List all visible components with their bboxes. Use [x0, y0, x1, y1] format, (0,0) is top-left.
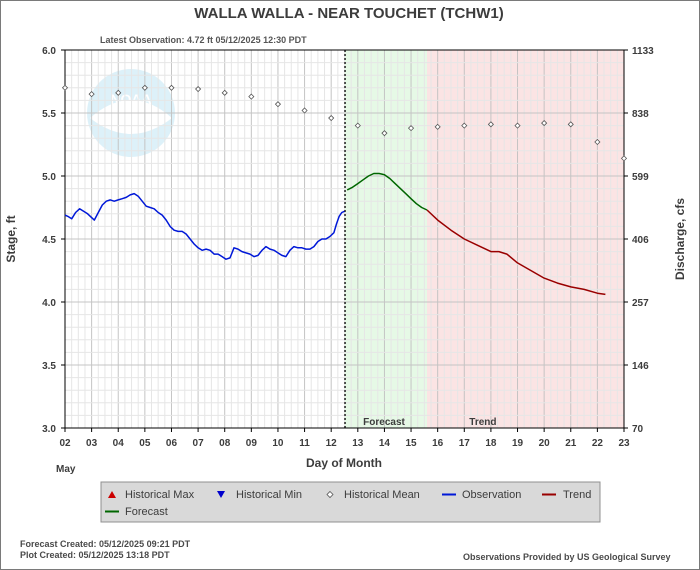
x-tick-label: 14 — [379, 438, 391, 449]
historical-mean-point — [141, 84, 148, 91]
x-tick-label: 21 — [565, 438, 577, 449]
y2-axis-label: Discharge, cfs — [673, 198, 687, 280]
legend-item-historical-min: Historical Min — [217, 489, 302, 501]
x-tick-label: 10 — [272, 438, 284, 449]
y2-tick-label: 838 — [632, 109, 649, 120]
y2-tick-label: 1133 — [632, 46, 654, 57]
legend-historical-max-symbol — [108, 491, 116, 498]
y2-tick-label: 257 — [632, 298, 649, 309]
legend-historical-min-symbol — [217, 491, 225, 498]
x-tick-label: 12 — [326, 438, 338, 449]
legend-item-observation: Observation — [442, 489, 521, 501]
x-tick-label: 15 — [405, 438, 417, 449]
historical-mean-point — [354, 122, 361, 129]
chart-title: WALLA WALLA - NEAR TOUCHET (TCHW1) — [194, 5, 503, 22]
historical-mean-point — [195, 85, 202, 93]
historical-mean-point — [594, 138, 601, 146]
x-tick-label: 07 — [193, 438, 205, 449]
x-tick-label: 04 — [113, 438, 125, 449]
legend-historical-min-label: Historical Min — [236, 489, 302, 501]
y-axis-label: Stage, ft — [4, 215, 18, 262]
x-tick-label: 18 — [485, 438, 497, 449]
historical-mean-point — [328, 114, 335, 122]
historical-mean-point — [88, 91, 95, 98]
historical-mean-point — [221, 89, 228, 96]
data-provider-text: Observations Provided by US Geological S… — [463, 552, 671, 562]
x-tick-label: 13 — [352, 438, 364, 449]
historical-mean-point — [514, 122, 521, 129]
y-tick-label: 4.0 — [42, 298, 56, 309]
x-tick-label: 08 — [219, 438, 231, 449]
legend-forecast-label: Forecast — [125, 506, 168, 518]
x-tick-label: 22 — [592, 438, 604, 449]
x-tick-label: 09 — [246, 438, 258, 449]
observation-line — [64, 192, 345, 260]
historical-mean-point — [381, 130, 388, 137]
y2-tick-label: 70 — [632, 424, 644, 435]
x-tick-label: 19 — [512, 438, 524, 449]
noaa-watermark-text: NOAA — [110, 91, 151, 107]
series-layer — [61, 84, 628, 296]
y-tick-label: 5.0 — [42, 172, 56, 183]
legend-item-trend: Trend — [542, 489, 591, 501]
x-tick-label: 16 — [432, 438, 444, 449]
historical-mean-point — [301, 107, 308, 114]
legend-historical-max-label: Historical Max — [125, 489, 195, 501]
historical-mean-point — [61, 84, 69, 91]
plot-grid — [64, 49, 625, 429]
y-tick-label: 4.5 — [42, 235, 56, 246]
historical-mean-point — [248, 93, 255, 100]
y-tick-label: 6.0 — [42, 46, 56, 57]
historical-mean-point — [487, 121, 494, 128]
x-tick-label: 05 — [139, 438, 151, 449]
y2-axis-ticks: 70 146 257 406 599 838 1133 — [624, 46, 654, 435]
historical-mean-point — [168, 84, 175, 91]
legend-item-forecast: Forecast — [105, 506, 168, 518]
x-tick-label: 02 — [59, 438, 71, 449]
legend-observation-label: Observation — [462, 489, 521, 501]
x-tick-label: 23 — [618, 438, 630, 449]
historical-mean-point — [620, 155, 628, 162]
legend-historical-mean-symbol — [326, 490, 334, 499]
historical-mean-point — [115, 89, 122, 96]
y2-tick-label: 146 — [632, 361, 649, 372]
plot-created-text: Plot Created: 05/12/2025 13:18 PDT — [20, 550, 170, 560]
forecast-created-text: Forecast Created: 05/12/2025 09:21 PDT — [20, 539, 191, 549]
x-tick-label: 03 — [86, 438, 98, 449]
x-axis-ticks: 02 03 04 05 06 07 08 09 10 11 12 13 14 15 16 17 18 19 20 21… — [59, 428, 630, 449]
forecast-region-label: Forecast — [363, 417, 405, 428]
historical-mean-point — [407, 125, 415, 132]
legend-trend-label: Trend — [563, 489, 591, 501]
y-tick-label: 5.5 — [42, 109, 56, 120]
y-tick-label: 3.5 — [42, 361, 56, 372]
historical-mean-point — [434, 123, 441, 130]
x-axis-month-label: May — [56, 464, 76, 475]
x-tick-label: 17 — [459, 438, 471, 449]
y-axis-ticks: 3.0 3.5 4.0 4.5 5.0 5.5 6.0 — [42, 46, 65, 435]
legend: Historical Max Historical Min Historical… — [100, 481, 601, 523]
x-tick-label: 06 — [166, 438, 178, 449]
y2-tick-label: 406 — [632, 235, 649, 246]
trend-line — [426, 209, 606, 296]
legend-box — [100, 481, 601, 523]
x-axis-label: Day of Month — [306, 456, 382, 470]
y-tick-label: 3.0 — [42, 424, 56, 435]
historical-mean-point — [461, 122, 468, 129]
x-tick-label: 11 — [299, 438, 310, 449]
legend-historical-mean-label: Historical Mean — [344, 489, 420, 501]
legend-item-historical-max: Historical Max — [108, 489, 195, 501]
forecast-line — [346, 172, 428, 211]
latest-observation: Latest Observation: 4.72 ft 05/12/2025 1… — [100, 35, 307, 45]
legend-item-historical-mean: Historical Mean — [326, 489, 420, 501]
x-tick-label: 20 — [539, 438, 551, 449]
historical-mean-point — [274, 101, 282, 108]
historical-mean-point — [541, 120, 548, 127]
y2-tick-label: 599 — [632, 172, 649, 183]
historical-mean-point — [567, 121, 574, 128]
trend-region-label: Trend — [469, 417, 496, 428]
